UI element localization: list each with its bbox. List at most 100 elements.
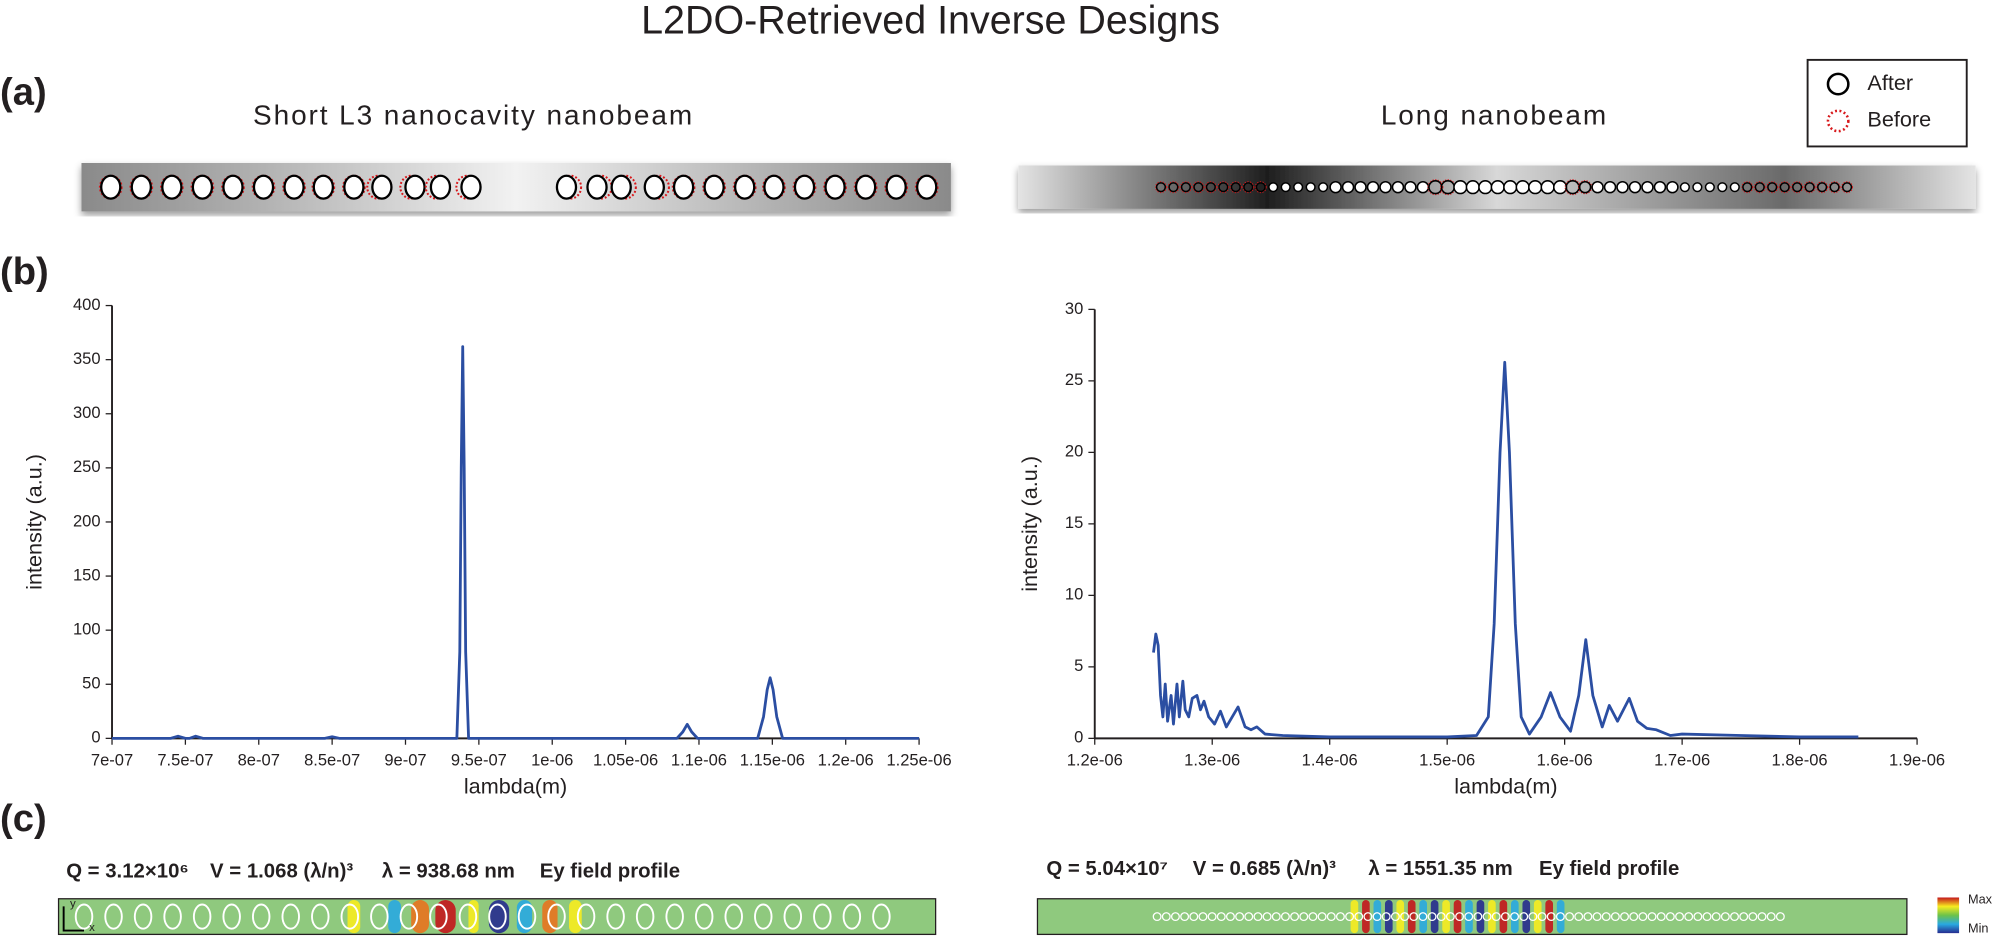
field-hole xyxy=(1244,912,1254,922)
hole-after xyxy=(1742,182,1753,193)
mode-volume: V = 0.685 (λ/n)³ xyxy=(1193,858,1336,880)
colorbar-label: Min xyxy=(1968,921,1989,936)
holes xyxy=(98,174,1853,200)
hole-after xyxy=(1180,182,1191,193)
field-hole xyxy=(842,903,862,930)
field-hole xyxy=(1280,912,1290,922)
hole-before xyxy=(732,174,757,200)
field-hole xyxy=(1574,912,1584,922)
field-hole xyxy=(1335,912,1345,922)
hole-after xyxy=(1754,182,1765,193)
hole-before xyxy=(311,174,336,200)
field-hole xyxy=(1418,912,1428,922)
hole-after xyxy=(1767,182,1778,193)
field-hole xyxy=(1610,912,1620,922)
field-hole xyxy=(1152,912,1162,922)
field-hole xyxy=(1390,912,1400,922)
x-tick-label: 1.7e-06 xyxy=(1654,751,1710,770)
hole-after xyxy=(460,174,482,200)
field-hole xyxy=(576,903,596,930)
field-lobe xyxy=(435,900,456,934)
x-tick-label: 1e-06 xyxy=(531,751,573,770)
field-hole xyxy=(370,903,389,930)
field-hole xyxy=(1381,912,1391,922)
field-hole xyxy=(1253,912,1263,922)
field-lobe xyxy=(468,900,479,934)
y-tick-label: 350 xyxy=(73,349,101,368)
hole-before xyxy=(823,174,847,200)
hole-after xyxy=(610,174,632,200)
hole-after xyxy=(643,174,665,200)
field-lobe xyxy=(1407,900,1416,934)
field-hole xyxy=(1757,912,1767,922)
x-tick-label: 1.6e-06 xyxy=(1537,751,1593,770)
hole-before xyxy=(221,174,245,200)
x-tick-label: 1.05e-06 xyxy=(593,751,658,770)
y-tick-label: 30 xyxy=(1065,299,1083,318)
hole-after xyxy=(1792,182,1803,193)
field-hole xyxy=(754,903,773,930)
field-hole xyxy=(1675,912,1684,922)
hole-after xyxy=(1218,182,1229,193)
field-lobe xyxy=(1511,900,1519,934)
field-hole xyxy=(1546,912,1556,922)
field-hole xyxy=(547,903,566,930)
hole-after xyxy=(763,174,785,200)
hole-after xyxy=(1404,180,1417,194)
field-lobe xyxy=(1373,900,1382,934)
hole-after xyxy=(1704,182,1715,193)
field-lobe xyxy=(388,900,401,934)
x-tick-label: 1.2e-06 xyxy=(818,751,874,770)
field-hole xyxy=(1372,912,1382,922)
colorbar xyxy=(1937,897,1960,934)
field-hole xyxy=(1271,912,1281,922)
field-hole xyxy=(1400,912,1410,922)
hole-after xyxy=(1293,182,1304,193)
field-hole xyxy=(1665,912,1675,922)
hole-before xyxy=(884,174,909,200)
field-hole xyxy=(1299,912,1309,922)
field-hole xyxy=(1427,912,1437,922)
hole-after xyxy=(885,174,907,200)
charts: 7e-07 7.5e-07 8e-07 8.5e-07 9e-07 9.5e-07 1e-0… xyxy=(21,295,1945,799)
field-hole xyxy=(813,903,832,930)
hole-after xyxy=(1641,180,1654,194)
hole-after xyxy=(1603,180,1617,194)
field-hole xyxy=(1482,912,1492,922)
q-factor: Q = 5.04×10⁷ xyxy=(1046,858,1168,880)
field-lobe xyxy=(1384,900,1393,934)
hole-after xyxy=(1841,182,1853,193)
hole-after xyxy=(703,174,725,200)
colorbar-label: Max xyxy=(1968,891,1993,906)
x-tick-label: 1.1e-06 xyxy=(671,751,727,770)
hole-before xyxy=(129,174,154,200)
x-tick-label: 1.8e-06 xyxy=(1772,751,1828,770)
field-hole xyxy=(222,903,241,930)
field-lobe xyxy=(1430,900,1439,934)
hole-after xyxy=(1779,182,1790,193)
field-hole xyxy=(665,903,684,930)
x-tick-label: 1.25e-06 xyxy=(886,751,951,770)
field-hole xyxy=(1775,912,1785,922)
field-hole xyxy=(429,903,448,930)
q-factor: Q = 3.12×10⁶ xyxy=(66,860,189,882)
data-line xyxy=(1152,360,1859,739)
hole-after xyxy=(1817,182,1828,193)
hole-before xyxy=(160,174,184,200)
hole-after xyxy=(824,174,846,200)
axis-glyph xyxy=(62,906,85,932)
y-tick-label: 0 xyxy=(91,728,100,747)
field-hole xyxy=(1638,912,1648,922)
field-lobe xyxy=(1545,900,1554,934)
field-hole xyxy=(1473,912,1483,922)
field-lobe xyxy=(1522,900,1531,934)
field-hole xyxy=(1290,912,1300,922)
hole-after xyxy=(1341,180,1355,194)
field-hole xyxy=(1528,912,1538,922)
hole-after xyxy=(1255,182,1266,193)
hole-after xyxy=(1628,180,1642,194)
field-hole xyxy=(1491,912,1501,922)
field-pattern xyxy=(74,900,1785,934)
field-hole xyxy=(1354,912,1364,922)
x-tick-label: 1.4e-06 xyxy=(1302,751,1358,770)
